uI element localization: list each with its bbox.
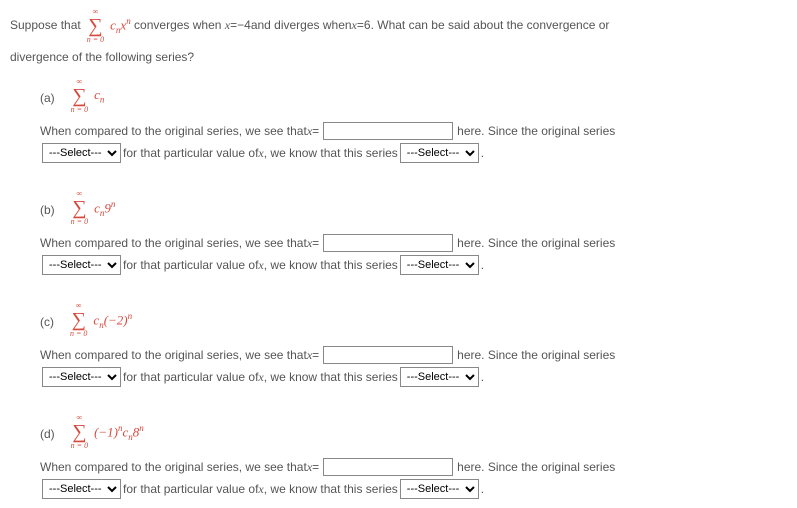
select-1-d[interactable]: ---Select--- [42,479,121,499]
x-value-input-b[interactable] [323,234,453,252]
intro-line2: divergence of the following series? [10,50,787,64]
select-1-a[interactable]: ---Select--- [42,143,121,163]
part-c: (c) ∞ ∑ n = 0 cn(−2)n When compared to t… [40,302,787,388]
part-b: (b) ∞ ∑ n = 0 cn9n When compared to the … [40,190,787,276]
expr-d: (−1)ncn8n [94,423,144,442]
select-1-b[interactable]: ---Select--- [42,255,121,275]
expr-a: cn [94,87,104,105]
select-2-d[interactable]: ---Select--- [400,479,479,499]
sigma-c: ∞ ∑ n = 0 [70,302,87,338]
sigma-intro: ∞ ∑ n = 0 [87,8,104,44]
part-a: (a) ∞ ∑ n = 0 cn When compared to the or… [40,78,787,164]
part-b-label: (b) [40,199,55,217]
intro-line1: Suppose that ∞ ∑ n = 0 cnxn converges wh… [10,8,787,44]
intro-sigma-expr: cnxn [110,14,131,37]
sigma-a: ∞ ∑ n = 0 [71,78,88,114]
select-2-a[interactable]: ---Select--- [400,143,479,163]
intro-mid1: converges when [134,16,221,35]
x-value-input-c[interactable] [323,346,453,364]
intro-before: Suppose that [10,16,81,35]
x-value-input-a[interactable] [323,122,453,140]
select-1-c[interactable]: ---Select--- [42,367,121,387]
expr-b: cn9n [94,199,115,218]
part-d-label: (d) [40,423,55,441]
expr-c: cn(−2)n [93,311,132,330]
part-d: (d) ∞ ∑ n = 0 (−1)ncn8n When compared to… [40,414,787,500]
x-value-input-d[interactable] [323,458,453,476]
sigma-b: ∞ ∑ n = 0 [71,190,88,226]
sigma-d: ∞ ∑ n = 0 [71,414,88,450]
part-a-label: (a) [40,87,55,105]
select-2-c[interactable]: ---Select--- [400,367,479,387]
select-2-b[interactable]: ---Select--- [400,255,479,275]
part-c-label: (c) [40,311,54,329]
